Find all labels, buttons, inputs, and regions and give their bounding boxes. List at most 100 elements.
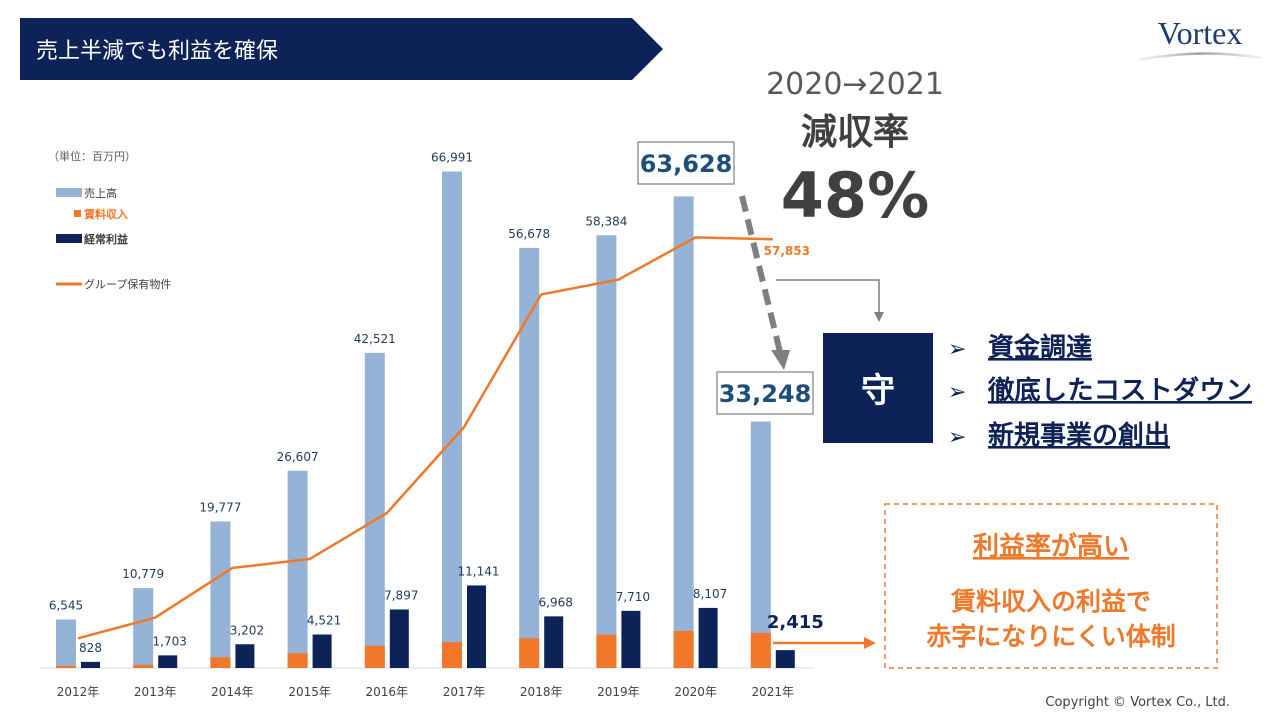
legend-swatch-sales (56, 188, 82, 197)
profit-bar (775, 650, 795, 668)
x-tick-label: 2016年 (366, 685, 409, 699)
profit-data-label: 3,202 (230, 623, 264, 637)
rent-bar (519, 638, 540, 668)
value-2021: 33,248 (719, 380, 812, 408)
profit-data-label: 7,710 (616, 590, 650, 604)
x-tick-label: 2012年 (57, 685, 100, 699)
profit-data-label: 6,968 (539, 595, 573, 609)
profit-data-label: 828 (79, 641, 102, 655)
value-box-2020 (637, 141, 735, 185)
strategy-item-cost-down: 徹底したコストダウン (987, 375, 1252, 406)
defense-badge-label: 守 (861, 371, 895, 411)
rent-bar (596, 634, 617, 668)
decline-arrow-head (771, 350, 790, 370)
legend-label-rent: 賃料収入 (83, 207, 128, 221)
profit-bar (621, 610, 641, 668)
sales-data-label: 6,545 (49, 598, 83, 612)
sales-bar (673, 196, 694, 668)
strategy-list: ➢ 資金調達 ➢ 徹底したコストダウン ➢ 新規事業の創出 (948, 332, 1252, 451)
strategy-bullet: ➢ (948, 380, 966, 405)
x-tick-label: 2013年 (134, 685, 177, 699)
decline-period: 2020→2021 (766, 67, 944, 102)
x-tick-label: 2014年 (211, 685, 254, 699)
callout-line-1: 賃料収入の利益で (950, 587, 1151, 616)
sales-bar (133, 588, 154, 668)
strategy-item-new-business: 新規事業の創出 (988, 420, 1170, 451)
sales-data-label: 26,607 (277, 450, 319, 464)
profit-data-label: 11,141 (458, 564, 500, 578)
page-title: 売上半減でも利益を確保 (36, 39, 278, 64)
defense-badge (823, 333, 933, 443)
sales-bars (56, 171, 771, 669)
callout-title: 利益率が高い (973, 531, 1129, 562)
x-tick-label: 2019年 (597, 685, 640, 699)
sales-bar (287, 470, 308, 668)
x-tick-label: 2017年 (443, 685, 486, 699)
profit-data-label: 2,415 (767, 612, 824, 633)
sales-data-label: 42,521 (354, 332, 396, 346)
profit-callout-box (884, 503, 1218, 669)
profit-bar (235, 644, 255, 668)
profit-bars (81, 585, 795, 668)
sales-data-label: 56,678 (508, 227, 550, 241)
sales-bar (442, 171, 462, 669)
sales-bar (596, 235, 617, 668)
sales-bar (56, 619, 76, 668)
profit-bar (312, 634, 332, 668)
rent-bar (673, 630, 694, 668)
rent-bar (750, 632, 771, 668)
sales-data-label: 19,777 (199, 500, 241, 514)
profit-bar (467, 585, 486, 668)
decline-arrow (739, 195, 783, 353)
profit-bar (158, 655, 178, 668)
strategy-connector (776, 279, 884, 322)
sales-data-label: 58,384 (585, 214, 627, 228)
profit-bar (698, 607, 718, 668)
sales-data-label: 66,991 (431, 150, 473, 164)
rent-bar (442, 642, 462, 668)
profit-bar (544, 616, 564, 668)
legend-label-line: グループ保有物件 (84, 277, 171, 291)
rent-bar (56, 665, 76, 668)
profit-data-label: 1,703 (153, 634, 187, 648)
decline-rate: 48% (781, 159, 929, 232)
copyright: Copyright © Vortex Co., Ltd. (1045, 695, 1230, 710)
x-tick-label: 2021年 (752, 685, 795, 699)
legend-label-sales: 売上高 (84, 186, 117, 200)
profit-bar (389, 609, 409, 668)
rent-bar (210, 657, 231, 668)
unit-label: （単位：百万円） (48, 149, 136, 163)
chart-legend: 売上高 賃料収入 経常利益 グループ保有物件 (56, 186, 171, 291)
x-tick-label: 2020年 (674, 685, 717, 699)
vortex-logo: Vortex (1158, 15, 1243, 51)
legend-swatch-profit (56, 234, 82, 243)
rent-bar (133, 664, 154, 668)
data-labels: 6,545 828 10,779 1,703 19,777 3,202 26,607 4,52… (49, 150, 824, 654)
value-box-2021 (716, 371, 814, 415)
sales-bar (750, 421, 771, 668)
strategy-bullet: ➢ (948, 337, 966, 362)
callout-line-2: 赤字になりにくい体制 (926, 622, 1176, 651)
property-line (77, 236, 773, 640)
property-line-path (77, 236, 773, 640)
sales-bar (364, 352, 385, 668)
legend-label-profit: 経常利益 (84, 232, 128, 246)
sales-bar (210, 521, 231, 668)
value-2020: 63,628 (640, 150, 733, 178)
sales-bar (519, 247, 540, 668)
profit-bar (81, 661, 100, 668)
sales-data-label: 10,779 (122, 567, 164, 581)
rent-bar (287, 653, 308, 668)
legend-swatch-rent (74, 210, 81, 217)
rent-bars (56, 630, 771, 668)
strategy-item-funding: 資金調達 (988, 332, 1092, 363)
profit-data-label: 8,107 (693, 587, 727, 601)
decline-label: 減収率 (801, 112, 909, 153)
x-tick-label: 2018年 (520, 685, 563, 699)
x-tick-label: 2015年 (288, 685, 331, 699)
title-banner (20, 18, 663, 80)
line-data-label: 57,853 (764, 244, 810, 258)
rent-bar (364, 645, 385, 668)
